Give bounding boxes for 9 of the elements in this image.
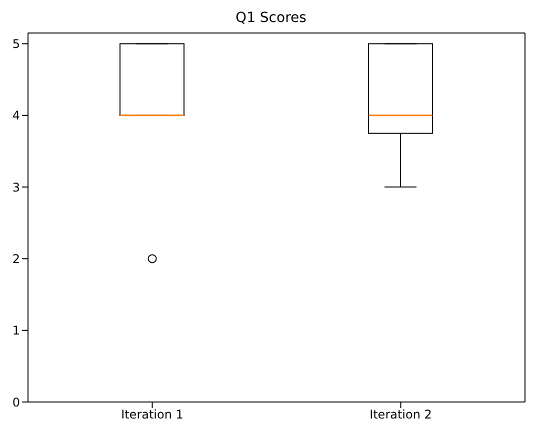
x-tick-label: Iteration 1: [121, 408, 184, 422]
chart-title: Q1 Scores: [234, 9, 308, 28]
y-tick-label: 0: [12, 395, 20, 410]
x-tick-label: Iteration 2: [370, 408, 432, 422]
y-tick-label: 5: [12, 37, 20, 52]
y-tick-label: 3: [12, 180, 20, 194]
y-tick-label: 4: [12, 108, 20, 123]
y-tick-label: 1: [12, 324, 20, 338]
y-tick-label: 2: [12, 252, 20, 266]
